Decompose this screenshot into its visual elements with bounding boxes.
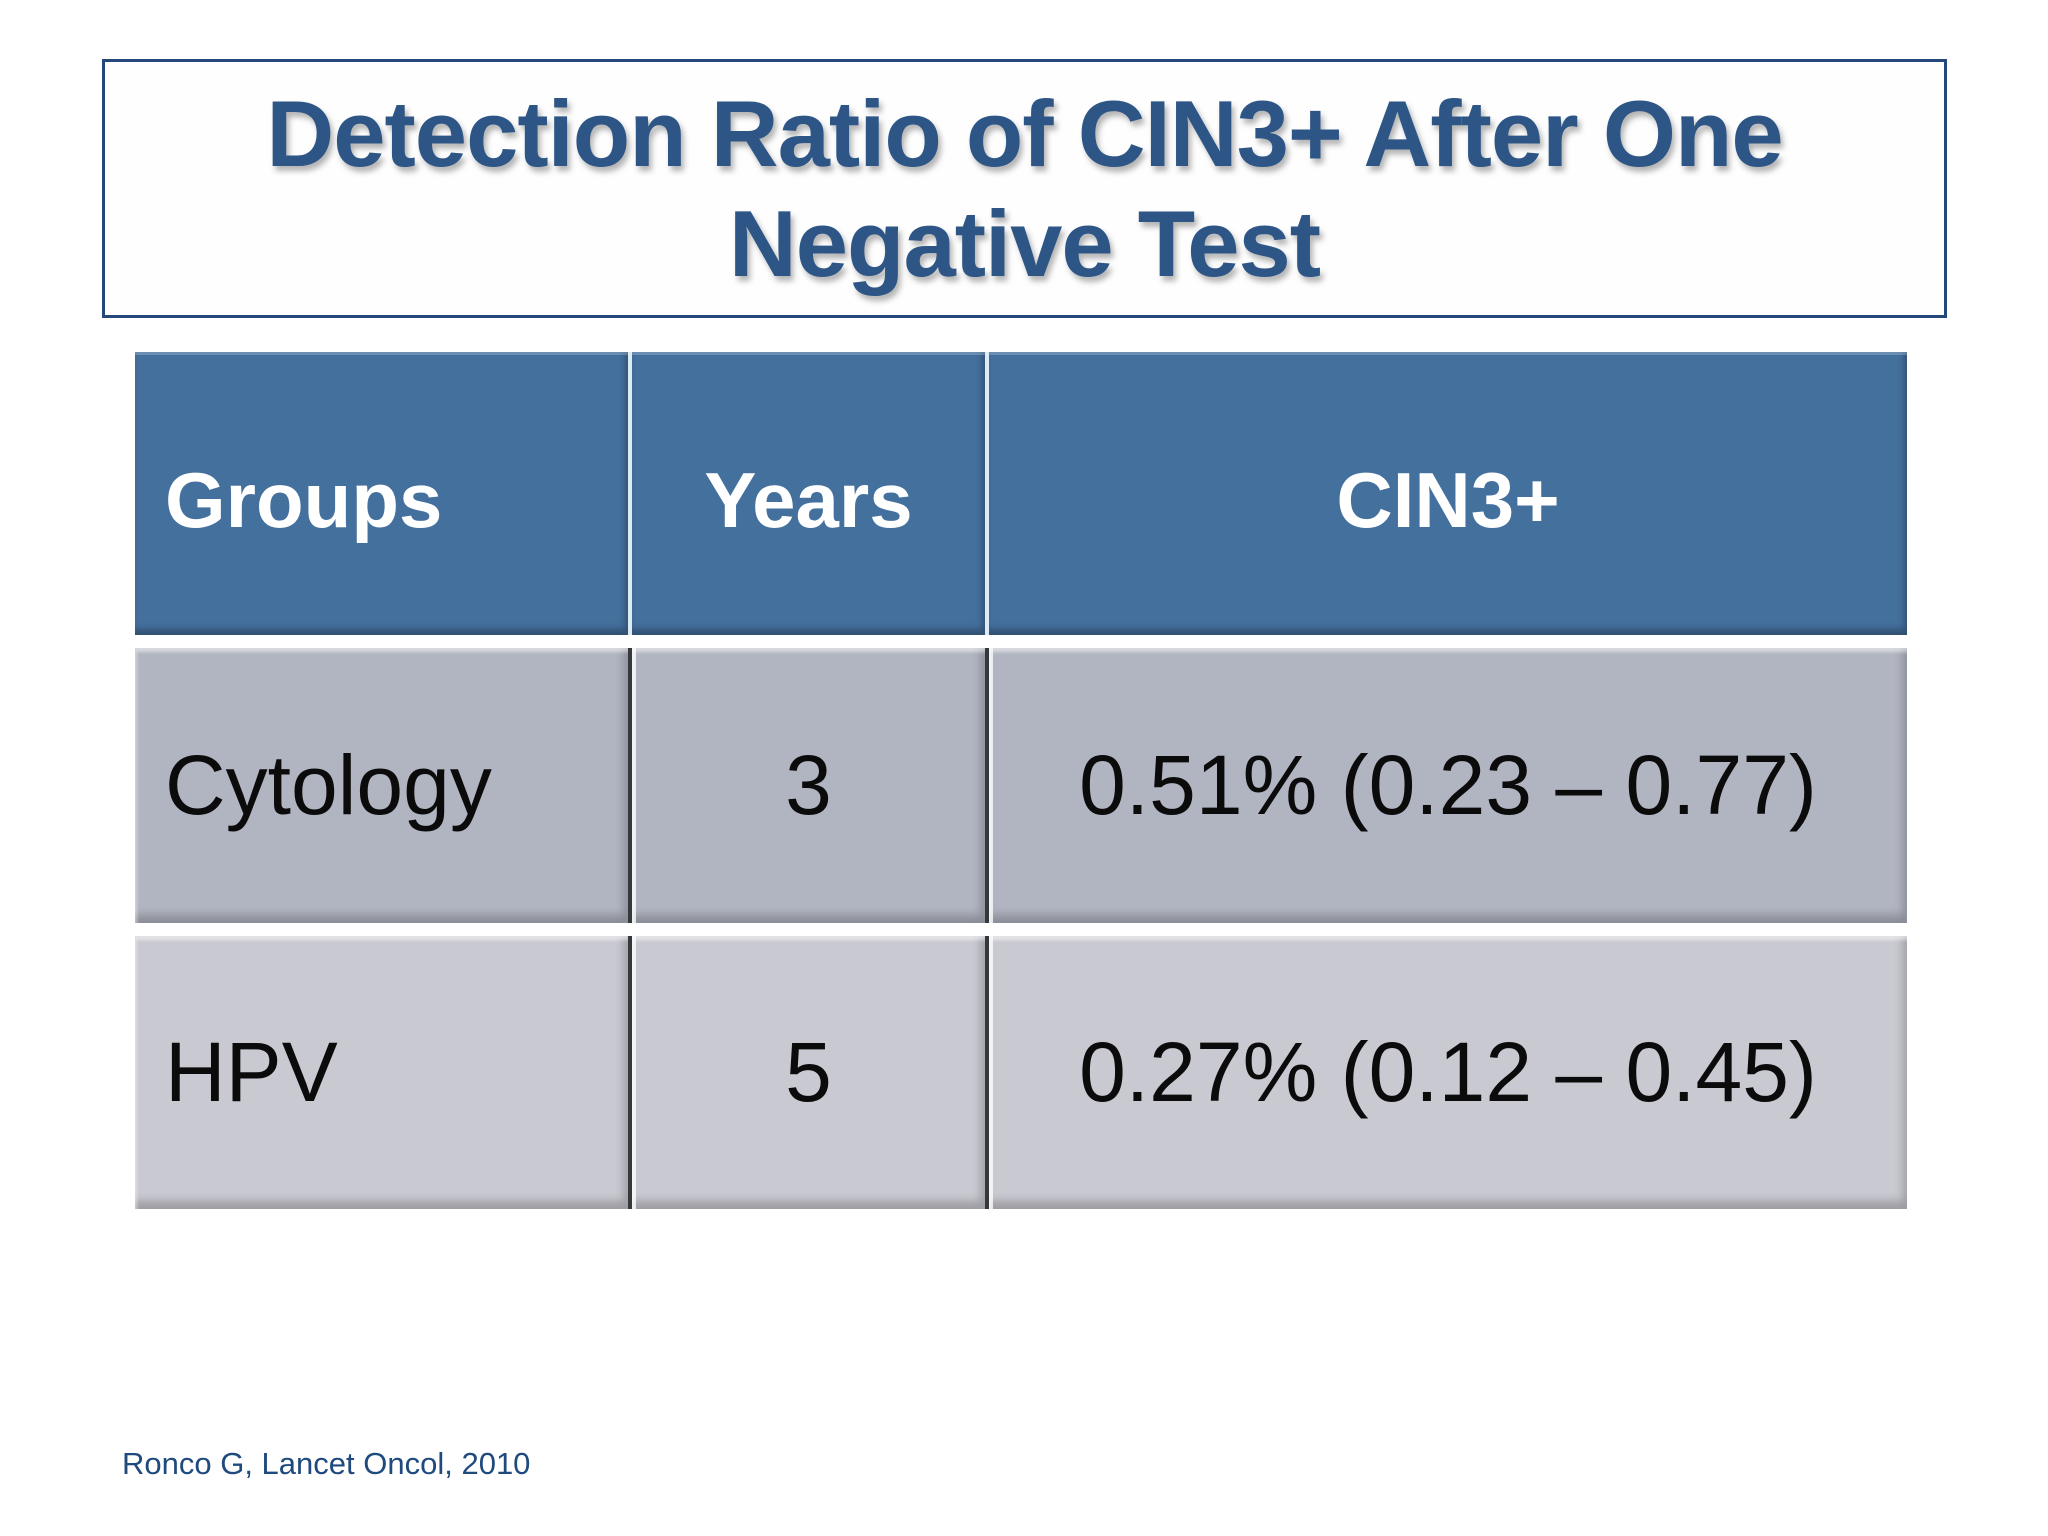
table-row-cytology-cin3: 0.51% (0.23 – 0.77) <box>985 648 1907 923</box>
detection-ratio-table: Groups Years CIN3+ Cytology 3 0.51% (0.2… <box>135 352 1907 1209</box>
table-row-hpv-group: HPV <box>135 936 628 1209</box>
table-header-years: Years <box>628 352 985 635</box>
slide-title-box: Detection Ratio of CIN3+ After One Negat… <box>102 59 1947 318</box>
table-row-hpv-years: 5 <box>628 936 985 1209</box>
slide-title: Detection Ratio of CIN3+ After One Negat… <box>266 81 1783 296</box>
table-header-groups: Groups <box>135 352 628 635</box>
table-row-cytology-years: 3 <box>628 648 985 923</box>
citation: Ronco G, Lancet Oncol, 2010 <box>122 1446 531 1481</box>
table-header-cin3: CIN3+ <box>985 352 1907 635</box>
table-row-cytology-group: Cytology <box>135 648 628 923</box>
table-row-hpv-cin3: 0.27% (0.12 – 0.45) <box>985 936 1907 1209</box>
